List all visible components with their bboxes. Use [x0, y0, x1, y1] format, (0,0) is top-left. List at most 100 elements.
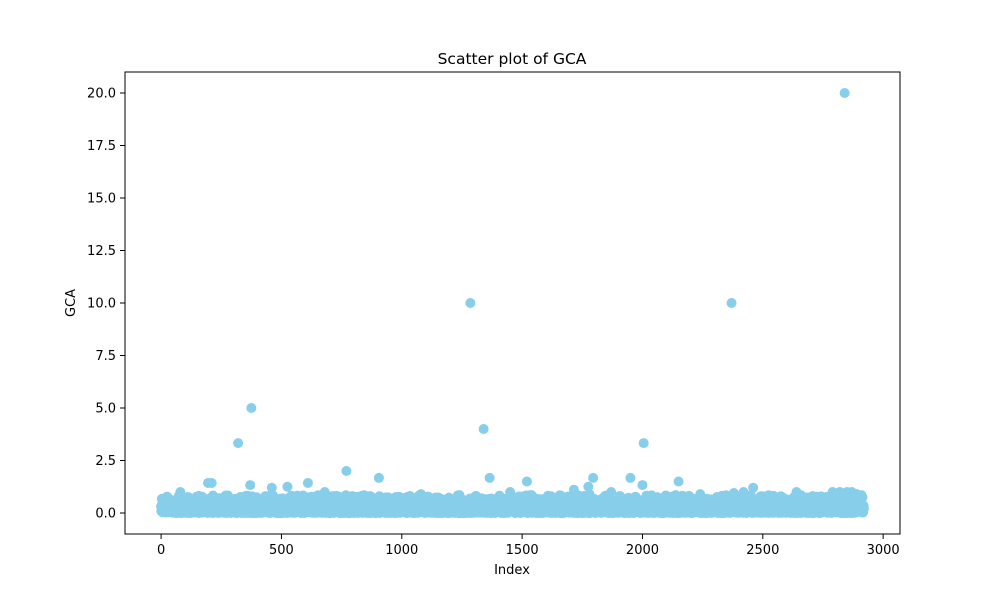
x-tick-label: 0 [157, 543, 165, 558]
scatter-point [470, 496, 481, 507]
scatter-point [625, 472, 636, 483]
x-tick-label: 3000 [867, 543, 900, 558]
scatter-point [233, 438, 244, 449]
scatter-point [629, 497, 640, 508]
scatter-point [248, 500, 259, 511]
scatter-point [341, 466, 352, 476]
scatter-point [228, 499, 239, 510]
scatter-point [614, 501, 625, 512]
scatter-point [416, 489, 427, 500]
scatter-point [298, 490, 309, 501]
scatter-point [433, 492, 444, 503]
scatter-point [175, 487, 186, 497]
scatter-point [546, 491, 557, 502]
scatter-point [758, 501, 769, 512]
y-tick-label: 0.0 [95, 507, 116, 522]
scatter-point [175, 496, 186, 507]
scatter-point [302, 477, 313, 488]
x-tick-label: 500 [269, 543, 294, 558]
x-tick-label: 2500 [746, 543, 779, 558]
scatter-point [728, 488, 739, 499]
scatter-point [282, 481, 293, 492]
x-tick-label: 1500 [506, 543, 539, 558]
y-tick-label: 17.5 [87, 139, 116, 154]
scatter-point [834, 487, 845, 497]
scatter-point [369, 493, 380, 504]
scatter-point [316, 501, 327, 512]
scatter-point [670, 490, 681, 501]
scatter-point [556, 495, 567, 506]
scatter-point [246, 403, 257, 413]
scatter-point [497, 496, 508, 507]
scatter-point [454, 490, 465, 501]
scatter-point [505, 487, 516, 497]
scatter-point [193, 492, 204, 503]
scatter-point [764, 490, 775, 501]
scatter-point [652, 492, 663, 503]
scatter-point [206, 498, 217, 509]
y-tick-label: 5.0 [95, 402, 116, 417]
scatter-point [275, 493, 286, 504]
scatter-point [206, 477, 217, 488]
scatter-point [695, 489, 706, 500]
scatter-point [408, 500, 419, 511]
scatter-point [673, 476, 684, 487]
scatter-point [827, 487, 838, 497]
scatter-point [465, 298, 476, 308]
scatter-point [398, 493, 409, 504]
x-tick-label: 1000 [385, 543, 418, 558]
scatter-point [245, 480, 256, 491]
scatter-point [745, 498, 756, 509]
scatter-point [163, 494, 174, 505]
y-tick-label: 7.5 [95, 349, 116, 364]
scatter-point [830, 497, 841, 508]
scatter-point [568, 484, 579, 495]
y-axis-label: GCA [64, 289, 79, 317]
scatter-point [484, 472, 495, 483]
scatter-point [319, 487, 330, 497]
y-tick-label: 12.5 [87, 244, 116, 259]
scatter-point [385, 493, 396, 504]
y-tick-label: 10.0 [87, 297, 116, 312]
scatter-point [713, 501, 724, 512]
scatter-point [530, 499, 541, 510]
scatter-point [748, 482, 759, 493]
scatter-point [637, 480, 648, 491]
scatter-point [521, 490, 532, 501]
scatter-point [584, 489, 595, 500]
scatter-point [780, 498, 791, 509]
scatter-point [810, 501, 821, 512]
scatter-point [260, 491, 271, 502]
scatter-point [207, 490, 218, 501]
scatter-point [800, 500, 811, 511]
scatter-point [594, 497, 605, 508]
scatter-point [588, 472, 599, 483]
y-tick-label: 20.0 [87, 87, 116, 102]
y-tick-label: 2.5 [95, 454, 116, 469]
scatter-point [329, 501, 340, 512]
x-axis-ticks: 0 500 1000 1500 2000 2500 3000 [157, 534, 900, 558]
scatter-point [345, 496, 356, 507]
scatter-point [791, 501, 802, 512]
scatter-point [738, 487, 749, 497]
scatter-point [756, 491, 767, 502]
scatter-point [775, 491, 786, 502]
scatter-point [726, 298, 737, 308]
chart-title: Scatter plot of GCA [438, 50, 587, 68]
scatter-point [312, 490, 323, 501]
scatter-point [791, 487, 802, 497]
scatter-point [564, 499, 575, 510]
scatter-point [606, 487, 617, 497]
scatter-point [357, 495, 368, 506]
x-tick-label: 2000 [626, 543, 659, 558]
scatter-point [373, 472, 384, 483]
scatter-point [638, 438, 649, 449]
y-axis-ticks: 0.0 2.5 5.0 7.5 10.0 12.5 15.0 17.5 20.0 [87, 87, 125, 522]
dense-point-band [156, 490, 869, 518]
scatter-point [373, 501, 384, 512]
plot-area-frame [124, 71, 901, 535]
scatter-point [802, 492, 813, 503]
scatter-point [283, 492, 294, 503]
scatter-point [510, 495, 521, 506]
